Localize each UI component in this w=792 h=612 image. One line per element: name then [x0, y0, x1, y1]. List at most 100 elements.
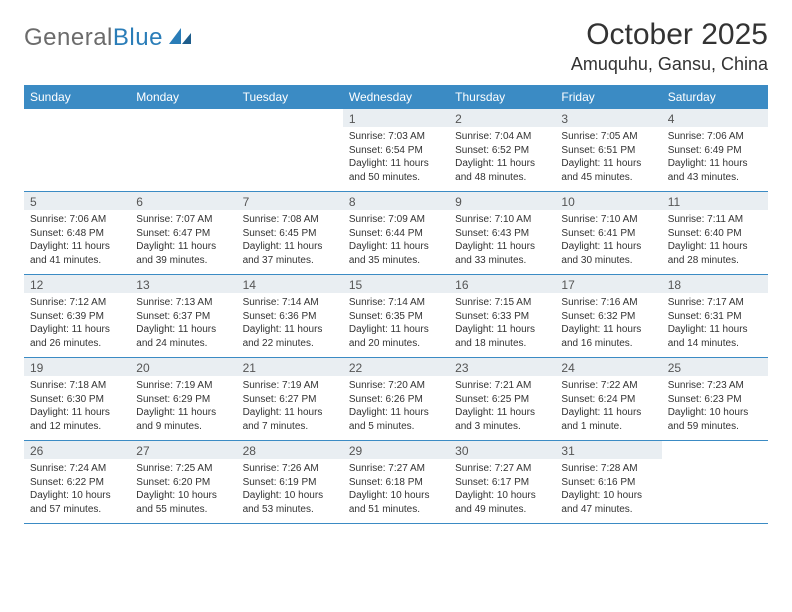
empty-cell [662, 441, 768, 523]
sunset-text: Sunset: 6:22 PM [30, 476, 124, 490]
sunset-text: Sunset: 6:27 PM [243, 393, 337, 407]
sunset-text: Sunset: 6:30 PM [30, 393, 124, 407]
day-number: 27 [130, 441, 236, 459]
daylight-text: Daylight: 11 hours and 43 minutes. [668, 157, 762, 184]
day-body: Sunrise: 7:06 AMSunset: 6:48 PMDaylight:… [24, 210, 130, 273]
sunrise-text: Sunrise: 7:27 AM [455, 462, 549, 476]
daylight-text: Daylight: 11 hours and 18 minutes. [455, 323, 549, 350]
day-body: Sunrise: 7:05 AMSunset: 6:51 PMDaylight:… [555, 127, 661, 190]
sunset-text: Sunset: 6:26 PM [349, 393, 443, 407]
day-header-cell: Friday [555, 85, 661, 109]
day-number: 11 [662, 192, 768, 210]
day-cell: 23Sunrise: 7:21 AMSunset: 6:25 PMDayligh… [449, 358, 555, 440]
sunset-text: Sunset: 6:20 PM [136, 476, 230, 490]
day-body: Sunrise: 7:16 AMSunset: 6:32 PMDaylight:… [555, 293, 661, 356]
daylight-text: Daylight: 11 hours and 41 minutes. [30, 240, 124, 267]
day-body: Sunrise: 7:06 AMSunset: 6:49 PMDaylight:… [662, 127, 768, 190]
day-number: 1 [343, 109, 449, 127]
sunrise-text: Sunrise: 7:27 AM [349, 462, 443, 476]
day-number: 25 [662, 358, 768, 376]
day-body: Sunrise: 7:20 AMSunset: 6:26 PMDaylight:… [343, 376, 449, 439]
daylight-text: Daylight: 11 hours and 22 minutes. [243, 323, 337, 350]
daylight-text: Daylight: 11 hours and 26 minutes. [30, 323, 124, 350]
day-body: Sunrise: 7:10 AMSunset: 6:43 PMDaylight:… [449, 210, 555, 273]
sunset-text: Sunset: 6:39 PM [30, 310, 124, 324]
day-number: 15 [343, 275, 449, 293]
day-number: 7 [237, 192, 343, 210]
empty-cell [130, 109, 236, 191]
day-body: Sunrise: 7:22 AMSunset: 6:24 PMDaylight:… [555, 376, 661, 439]
day-cell: 9Sunrise: 7:10 AMSunset: 6:43 PMDaylight… [449, 192, 555, 274]
day-body: Sunrise: 7:13 AMSunset: 6:37 PMDaylight:… [130, 293, 236, 356]
day-number: 12 [24, 275, 130, 293]
day-cell: 21Sunrise: 7:19 AMSunset: 6:27 PMDayligh… [237, 358, 343, 440]
sunset-text: Sunset: 6:18 PM [349, 476, 443, 490]
sunset-text: Sunset: 6:37 PM [136, 310, 230, 324]
day-body: Sunrise: 7:11 AMSunset: 6:40 PMDaylight:… [662, 210, 768, 273]
logo: GeneralBlue [24, 24, 193, 52]
day-number: 8 [343, 192, 449, 210]
day-body: Sunrise: 7:15 AMSunset: 6:33 PMDaylight:… [449, 293, 555, 356]
day-number: 24 [555, 358, 661, 376]
sunrise-text: Sunrise: 7:19 AM [243, 379, 337, 393]
daylight-text: Daylight: 11 hours and 37 minutes. [243, 240, 337, 267]
day-body: Sunrise: 7:23 AMSunset: 6:23 PMDaylight:… [662, 376, 768, 439]
sunrise-text: Sunrise: 7:10 AM [561, 213, 655, 227]
day-body: Sunrise: 7:19 AMSunset: 6:29 PMDaylight:… [130, 376, 236, 439]
week-row: 26Sunrise: 7:24 AMSunset: 6:22 PMDayligh… [24, 441, 768, 524]
day-number: 19 [24, 358, 130, 376]
day-cell: 16Sunrise: 7:15 AMSunset: 6:33 PMDayligh… [449, 275, 555, 357]
month-title: October 2025 [571, 18, 768, 52]
sunrise-text: Sunrise: 7:17 AM [668, 296, 762, 310]
day-cell: 12Sunrise: 7:12 AMSunset: 6:39 PMDayligh… [24, 275, 130, 357]
daylight-text: Daylight: 11 hours and 45 minutes. [561, 157, 655, 184]
daylight-text: Daylight: 11 hours and 14 minutes. [668, 323, 762, 350]
week-row: 5Sunrise: 7:06 AMSunset: 6:48 PMDaylight… [24, 192, 768, 275]
sunrise-text: Sunrise: 7:06 AM [668, 130, 762, 144]
daylight-text: Daylight: 11 hours and 5 minutes. [349, 406, 443, 433]
sunrise-text: Sunrise: 7:08 AM [243, 213, 337, 227]
day-header-cell: Tuesday [237, 85, 343, 109]
day-cell: 5Sunrise: 7:06 AMSunset: 6:48 PMDaylight… [24, 192, 130, 274]
sunrise-text: Sunrise: 7:06 AM [30, 213, 124, 227]
sunset-text: Sunset: 6:17 PM [455, 476, 549, 490]
sunset-text: Sunset: 6:40 PM [668, 227, 762, 241]
sunrise-text: Sunrise: 7:22 AM [561, 379, 655, 393]
day-number: 17 [555, 275, 661, 293]
day-number: 13 [130, 275, 236, 293]
daylight-text: Daylight: 11 hours and 30 minutes. [561, 240, 655, 267]
sunset-text: Sunset: 6:35 PM [349, 310, 443, 324]
day-number: 5 [24, 192, 130, 210]
day-body: Sunrise: 7:28 AMSunset: 6:16 PMDaylight:… [555, 459, 661, 522]
day-header-cell: Wednesday [343, 85, 449, 109]
day-number: 18 [662, 275, 768, 293]
logo-text-blue: Blue [113, 24, 163, 51]
sunset-text: Sunset: 6:25 PM [455, 393, 549, 407]
sunrise-text: Sunrise: 7:05 AM [561, 130, 655, 144]
location: Amuquhu, Gansu, China [571, 54, 768, 75]
sunset-text: Sunset: 6:54 PM [349, 144, 443, 158]
daylight-text: Daylight: 10 hours and 57 minutes. [30, 489, 124, 516]
daylight-text: Daylight: 10 hours and 55 minutes. [136, 489, 230, 516]
day-number: 4 [662, 109, 768, 127]
sunset-text: Sunset: 6:43 PM [455, 227, 549, 241]
sunrise-text: Sunrise: 7:14 AM [349, 296, 443, 310]
day-number: 2 [449, 109, 555, 127]
sunset-text: Sunset: 6:32 PM [561, 310, 655, 324]
day-number: 21 [237, 358, 343, 376]
sunrise-text: Sunrise: 7:10 AM [455, 213, 549, 227]
daylight-text: Daylight: 10 hours and 59 minutes. [668, 406, 762, 433]
sunrise-text: Sunrise: 7:23 AM [668, 379, 762, 393]
daylight-text: Daylight: 10 hours and 49 minutes. [455, 489, 549, 516]
sunrise-text: Sunrise: 7:14 AM [243, 296, 337, 310]
sunrise-text: Sunrise: 7:13 AM [136, 296, 230, 310]
day-cell: 14Sunrise: 7:14 AMSunset: 6:36 PMDayligh… [237, 275, 343, 357]
day-cell: 28Sunrise: 7:26 AMSunset: 6:19 PMDayligh… [237, 441, 343, 523]
week-row: 1Sunrise: 7:03 AMSunset: 6:54 PMDaylight… [24, 109, 768, 192]
day-cell: 4Sunrise: 7:06 AMSunset: 6:49 PMDaylight… [662, 109, 768, 191]
sunrise-text: Sunrise: 7:18 AM [30, 379, 124, 393]
sunrise-text: Sunrise: 7:09 AM [349, 213, 443, 227]
day-number [24, 109, 130, 127]
day-number: 3 [555, 109, 661, 127]
day-body: Sunrise: 7:04 AMSunset: 6:52 PMDaylight:… [449, 127, 555, 190]
